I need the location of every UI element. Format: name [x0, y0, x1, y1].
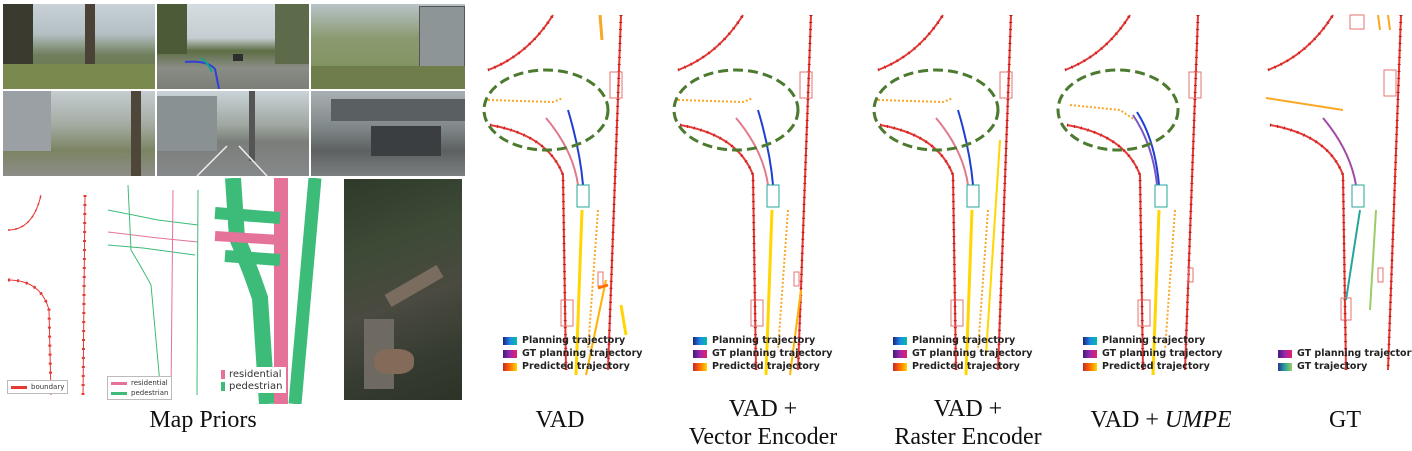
legend-vec-planning: Planning trajectory — [712, 335, 816, 346]
legend-gt-trajectory: GT trajectory — [1297, 361, 1368, 372]
legend-umpe-pred: Predicted trajectory — [1102, 361, 1210, 372]
camera-front — [157, 4, 309, 89]
camera-back-left — [3, 91, 155, 176]
caption-vad-raster-line1: VAD + — [933, 396, 1003, 422]
panel-vad-vector — [672, 14, 813, 376]
camera-front-right — [311, 4, 465, 89]
caption-map-priors: Map Priors — [149, 407, 257, 433]
prior-boundary-map — [7, 194, 87, 396]
legend-ras-planning: Planning trajectory — [912, 335, 1016, 346]
prior-raster-legend: residential pedestrian — [218, 367, 286, 393]
panel-vad-raster — [872, 14, 1013, 376]
caption-vad: VAD — [535, 407, 585, 433]
legend-vad-umpe: Planning trajectory GT planning trajecto… — [1083, 334, 1222, 373]
caption-vad-raster-line2: Raster Encoder — [894, 424, 1042, 450]
prior-boundary-legend: boundary — [7, 380, 69, 394]
prior-vector-map — [107, 184, 199, 396]
caption-vad-umpe-prefix: VAD + — [1090, 407, 1165, 433]
legend-umpe-planning: Planning trajectory — [1102, 335, 1206, 346]
legend-vec-pred: Predicted trajectory — [712, 361, 820, 372]
legend-vad-raster: Planning trajectory GT planning trajecto… — [893, 334, 1032, 373]
prior-vector-legend: residential pedestrian — [107, 376, 173, 400]
legend-vad-gt: GT planning trajectory — [522, 348, 643, 359]
camera-back-right — [311, 91, 465, 176]
caption-vad-umpe: VAD + UMPE — [1066, 406, 1256, 434]
legend-vector-pedestrian: pedestrian — [131, 389, 169, 397]
legend-umpe-gt: GT planning trajectory — [1102, 348, 1223, 359]
caption-vad-vector: VAD + Vector Encoder — [668, 395, 858, 451]
legend-boundary-label: boundary — [31, 383, 65, 391]
legend-vad-vector: Planning trajectory GT planning trajecto… — [693, 334, 832, 373]
camera-back — [157, 91, 309, 176]
satellite-image — [344, 179, 462, 400]
caption-vad-vector-line1: VAD + — [728, 396, 798, 422]
caption-vad-vector-line2: Vector Encoder — [688, 424, 838, 450]
camera-front-left — [3, 4, 155, 89]
legend-gt: GT planning trajectory GT trajectory — [1278, 347, 1412, 373]
panel-vad — [482, 14, 628, 376]
caption-gt: GT — [1329, 407, 1361, 433]
legend-raster-residential: residential — [229, 368, 282, 380]
legend-ras-gt: GT planning trajectory — [912, 348, 1033, 359]
caption-vad-raster: VAD + Raster Encoder — [873, 395, 1063, 451]
prior-raster-map — [214, 178, 322, 404]
legend-raster-pedestrian: pedestrian — [229, 380, 283, 392]
legend-vec-gt: GT planning trajectory — [712, 348, 833, 359]
legend-vad-pred: Predicted trajectory — [522, 361, 630, 372]
camera-grid — [3, 4, 465, 176]
legend-vad-planning: Planning trajectory — [522, 335, 626, 346]
caption-vad-umpe-italic: UMPE — [1164, 407, 1232, 433]
legend-ras-pred: Predicted trajectory — [912, 361, 1020, 372]
legend-gt-planning: GT planning trajectory — [1297, 348, 1412, 359]
legend-vad: Planning trajectory GT planning trajecto… — [503, 334, 642, 373]
panel-vad-umpe — [1056, 14, 1202, 376]
legend-vector-residential: residential — [131, 379, 168, 387]
panel-gt — [1265, 14, 1403, 371]
